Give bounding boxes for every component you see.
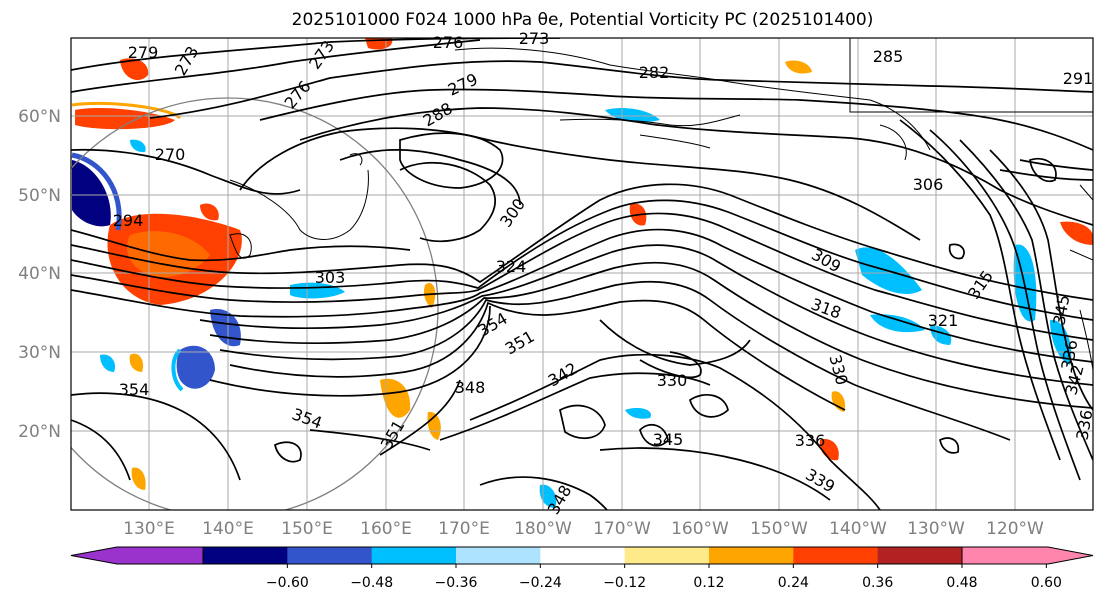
contour-label: 348 (455, 378, 486, 397)
lon-tick-label: 150°W (750, 519, 808, 539)
pv-negative-area (72, 160, 111, 227)
pv-positive-area (127, 231, 210, 278)
colorbar-bin (793, 547, 879, 564)
contour-label: 294 (113, 211, 144, 230)
lon-tick-label: 150°E (281, 519, 333, 539)
colorbar: −0.60 −0.48 −0.36 −0.24 −0.12 0.12 0.24 0.36 0.4… (70, 546, 1094, 591)
colorbar-high-extend (961, 546, 1094, 565)
contour-label: 273 (519, 29, 550, 48)
colorbar-bin (624, 547, 710, 564)
lon-axis-labels: 130°E 140°E 150°E 160°E 170°E 180°W 170°W 160°W… (123, 519, 1044, 539)
pv-positive-area (120, 58, 149, 80)
contour-label: 282 (639, 63, 670, 82)
pv-positive-area (1060, 221, 1093, 245)
pv-positive-area (380, 378, 411, 418)
colorbar-tick-label: 0.24 (778, 575, 809, 591)
lon-tick-label: 170°E (438, 519, 490, 539)
pv-positive-area (819, 439, 839, 461)
contour-label: 321 (928, 311, 959, 330)
colorbar-tick-label: 0.12 (693, 575, 724, 591)
pv-negative-area (625, 407, 651, 419)
map-title: 2025101000 F024 1000 hPa θe, Potential V… (291, 10, 874, 30)
lon-tick-label: 170°W (593, 519, 651, 539)
lat-tick-label: 60°N (18, 107, 61, 127)
lat-axis-labels: 60°N 50°N 40°N 30°N 20°N (18, 107, 61, 442)
map-gridlines (71, 38, 1093, 510)
colorbar-bin (709, 547, 794, 564)
pv-negative-area (176, 345, 215, 389)
lat-tick-label: 50°N (18, 186, 61, 206)
pv-positive-area (129, 353, 144, 372)
pv-negative-area (1050, 319, 1072, 365)
colorbar-tick-label: −0.60 (266, 575, 309, 591)
colorbar-tick-label: −0.12 (603, 575, 646, 591)
pv-negative-area (539, 484, 557, 508)
pv-positive-area (423, 282, 436, 308)
lon-tick-label: 130°E (123, 519, 175, 539)
contour-label: 276 (433, 33, 464, 52)
contour-label: 303 (315, 268, 346, 287)
colorbar-bin (540, 547, 626, 564)
lat-tick-label: 20°N (18, 422, 61, 442)
lon-tick-label: 160°W (671, 519, 729, 539)
colorbar-frame (202, 546, 963, 565)
lon-tick-label: 180°W (514, 519, 572, 539)
contour-label: 330 (657, 371, 688, 390)
pv-positive-area (785, 60, 812, 74)
pv-positive-area (200, 203, 219, 221)
range-ring (71, 97, 439, 510)
contour-label: 285 (873, 47, 904, 66)
colorbar-bin (287, 547, 373, 564)
contour-label: 345 (653, 430, 684, 449)
pv-negative-area (930, 325, 952, 345)
lon-tick-label: 140°E (202, 519, 254, 539)
lon-tick-label: 160°E (360, 519, 412, 539)
contour-label: 354 (119, 380, 150, 399)
contour-label: 306 (913, 175, 944, 194)
contour-label: 324 (496, 257, 527, 276)
colorbar-tick-label: 0.48 (946, 575, 977, 591)
colorbar-tick-label: 0.60 (1031, 575, 1062, 591)
colorbar-bin (877, 547, 963, 564)
contour-label: 291 (1063, 69, 1094, 88)
contour-label: 336 (795, 431, 826, 450)
pv-negative-area (210, 309, 241, 347)
map-frame (70, 37, 1094, 511)
pv-negative-area (130, 139, 146, 153)
colorbar-tick-label: −0.24 (519, 575, 562, 591)
colorbar-bin (203, 547, 288, 564)
pv-negative-area (870, 314, 925, 333)
pv-negative-area (100, 354, 116, 372)
colorbar-tick-label: −0.36 (435, 575, 478, 591)
contour-label: 270 (155, 145, 186, 164)
lon-tick-label: 140°W (829, 519, 887, 539)
colorbar-tick-label: −0.48 (350, 575, 393, 591)
contour-label: 279 (128, 43, 159, 62)
colorbar-low-extend (70, 546, 204, 565)
colorbar-bin (371, 547, 457, 564)
lat-tick-label: 30°N (18, 343, 61, 363)
pv-negative-area (171, 348, 184, 392)
colorbar-tick-label: 0.36 (862, 575, 893, 591)
theta-e-contours (71, 38, 1093, 510)
lon-tick-label: 130°W (907, 519, 965, 539)
colorbar-bin (456, 547, 541, 564)
lat-tick-label: 40°N (18, 264, 61, 284)
coastlines (229, 38, 1093, 371)
pv-positive-area (131, 467, 146, 490)
lon-tick-label: 120°W (986, 519, 1044, 539)
pv-positive-area (831, 391, 846, 412)
